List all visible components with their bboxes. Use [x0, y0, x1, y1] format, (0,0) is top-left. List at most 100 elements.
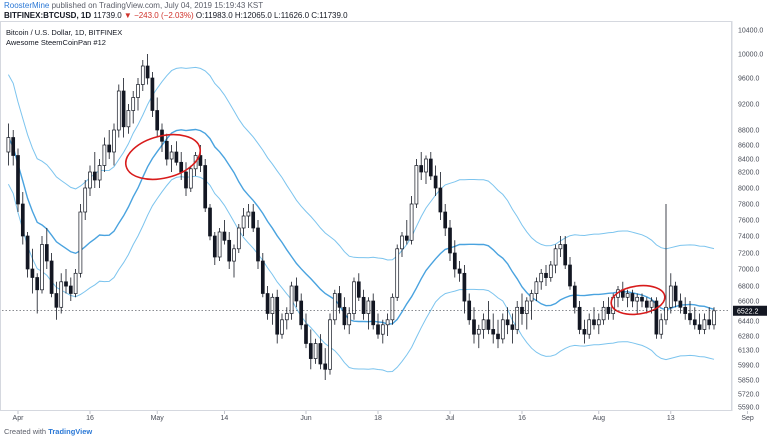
candle [640, 296, 644, 302]
candle [404, 235, 409, 241]
candle [304, 324, 308, 344]
candle [380, 324, 385, 335]
y-tick-label: 8200.0 [738, 170, 760, 177]
candle [496, 333, 500, 340]
y-tick-label: 8400.0 [738, 157, 760, 164]
candle [376, 324, 380, 335]
candle [356, 281, 361, 298]
candle [563, 244, 568, 266]
candle [371, 300, 376, 326]
candle [361, 296, 366, 314]
candle [116, 90, 121, 131]
symbol: BITFINEX:BTCUSD, 1D [4, 11, 92, 20]
candle [20, 203, 25, 237]
candle [169, 151, 174, 160]
publish-line: RoosterMine published on TradingView.com… [4, 1, 263, 10]
candle [241, 215, 246, 229]
author-link[interactable]: RoosterMine [4, 1, 50, 10]
candle [44, 244, 49, 262]
candle [582, 329, 587, 335]
candle [136, 84, 140, 98]
candle [232, 248, 236, 262]
candle [659, 319, 664, 335]
candle [476, 329, 481, 335]
candle [179, 161, 184, 173]
candle [59, 281, 64, 308]
candle [688, 313, 692, 321]
candle [592, 319, 596, 326]
x-tick-label: 16 [86, 415, 94, 422]
candle [558, 244, 563, 250]
candle [692, 319, 697, 326]
candle [150, 77, 155, 111]
candle [683, 306, 688, 314]
candle [596, 319, 601, 326]
tradingview-logo[interactable]: TradingView [48, 427, 93, 436]
x-tick-label: 13 [667, 415, 675, 422]
x-tick-label: Apr [13, 415, 25, 422]
candle [385, 319, 390, 326]
candle [40, 244, 44, 291]
candle [520, 306, 524, 314]
annotation-circle [610, 284, 666, 316]
candle [284, 313, 289, 321]
candle [256, 227, 260, 262]
y-tick-label: 8600.0 [738, 143, 760, 150]
candle [668, 285, 673, 308]
x-tick-label: Sep [741, 415, 754, 422]
candle [654, 300, 659, 335]
candle [294, 285, 299, 302]
y-tick-label: 10000.0 [738, 52, 763, 59]
candle [35, 277, 40, 291]
candle [64, 281, 68, 287]
candle [678, 300, 683, 308]
symbol-line: BITFINEX:BTCUSD, 1D 11739.0 ▼ −243.0 (−2… [4, 11, 348, 20]
y-tick-label: 7800.0 [738, 202, 760, 209]
last-price-label: 6522.2 [737, 309, 759, 316]
y-tick-label: 9200.0 [738, 102, 760, 109]
indicator-label: Awesome SteemCoinPan #12 [6, 38, 106, 47]
x-tick-label: May [151, 415, 165, 422]
candle [203, 165, 208, 209]
candle [208, 207, 212, 237]
candle [270, 296, 275, 314]
candle [414, 165, 419, 205]
candle [390, 296, 395, 321]
y-tick-label: 8000.0 [738, 186, 760, 193]
candle [481, 319, 486, 330]
y-tick-label: 7600.0 [738, 218, 760, 225]
candle [212, 235, 217, 258]
candle [246, 211, 251, 217]
candle [236, 227, 241, 250]
candle [395, 248, 400, 298]
published-text: published on TradingView.com, July 04, 2… [51, 1, 264, 10]
candle [6, 137, 11, 153]
candle [92, 171, 97, 181]
candle [644, 300, 649, 308]
candle [131, 97, 136, 111]
chart-title: Bitcoin / U.S. Dollar, 1D, BITFINEX [6, 28, 123, 37]
candle [428, 158, 433, 177]
candle [289, 285, 294, 314]
candle [188, 168, 193, 189]
candle [577, 306, 582, 330]
y-tick-label: 6440.0 [738, 319, 760, 326]
candle [198, 155, 203, 166]
x-tick-label: 18 [374, 415, 382, 422]
candle [505, 319, 510, 326]
upper-band [7, 66, 715, 261]
candle [251, 211, 256, 229]
candle [419, 165, 424, 173]
candle [260, 260, 265, 294]
candle [11, 137, 16, 156]
candle [217, 231, 222, 258]
candle [524, 300, 529, 314]
candle [448, 227, 452, 254]
candle [140, 65, 145, 85]
candle [78, 211, 83, 274]
candle [572, 285, 577, 308]
candle [126, 110, 131, 128]
candle [318, 343, 323, 365]
y-tick-label: 7200.0 [738, 251, 760, 258]
